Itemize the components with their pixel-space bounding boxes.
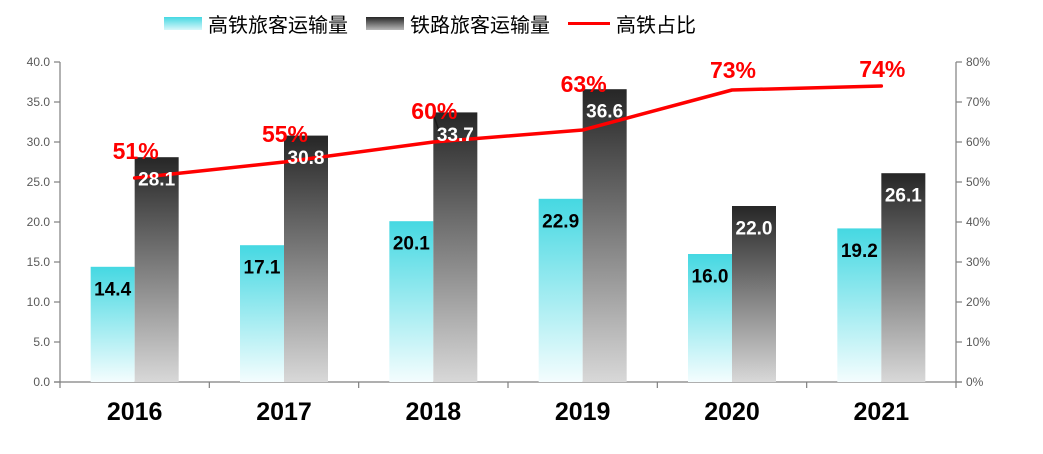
bar-hsr-2018 (389, 221, 434, 382)
bar-value-label-hsr-2019: 22.9 (542, 211, 579, 232)
bar-value-label-rail-2020: 22.0 (736, 219, 773, 240)
legend-item-hsr-volume: 高铁旅客运输量 (164, 9, 348, 38)
left-axis-tick-label: 35.0 (27, 95, 51, 109)
bar-hsr-2021 (837, 228, 882, 382)
left-axis-tick-label: 30.0 (27, 135, 51, 149)
bar-hsr-2020 (688, 254, 732, 382)
bar-rail-2016 (134, 157, 179, 382)
bar-value-label-hsr-2017: 17.1 (244, 258, 281, 279)
bar-value-label-hsr-2021: 19.2 (841, 241, 878, 262)
x-axis-category-label-2021: 2021 (854, 398, 910, 426)
bar-rail-2020 (732, 206, 776, 382)
bar-value-label-rail-2016: 28.1 (138, 170, 175, 191)
legend-item-rail-volume: 铁路旅客运输量 (366, 9, 550, 38)
right-axis-tick-label: 70% (966, 95, 990, 109)
hsr-bar-swatch-icon (164, 17, 202, 30)
bar-value-label-rail-2019: 36.6 (586, 102, 623, 123)
bar-value-label-rail-2017: 30.8 (288, 148, 325, 169)
bar-rail-2017 (284, 135, 328, 382)
share-percent-label-2018: 60% (411, 98, 457, 124)
right-axis-tick-label: 30% (966, 255, 990, 269)
bar-value-label-hsr-2020: 16.0 (692, 267, 729, 288)
bar-value-label-rail-2018: 33.7 (437, 125, 474, 146)
x-axis-category-label-2018: 2018 (406, 398, 462, 426)
legend-item-hsr-share: 高铁占比 (568, 9, 696, 38)
left-axis-tick-label: 10.0 (27, 295, 51, 309)
bar-hsr-2016 (90, 266, 135, 382)
legend-label-hsr-volume: 高铁旅客运输量 (208, 15, 348, 37)
right-axis-tick-label: 60% (966, 135, 990, 149)
right-axis-tick-label: 50% (966, 175, 990, 189)
label-leader-line (433, 115, 441, 135)
bar-value-label-hsr-2018: 20.1 (393, 234, 430, 255)
share-percent-label-2020: 73% (710, 57, 756, 83)
left-axis-tick-label: 25.0 (27, 175, 51, 189)
left-axis-tick-label: 5.0 (33, 335, 50, 349)
right-axis-tick-label: 20% (966, 295, 990, 309)
x-axis-category-label-2019: 2019 (555, 398, 611, 426)
rail-bar-swatch-icon (366, 17, 404, 30)
left-axis-tick-label: 40.0 (27, 55, 51, 69)
right-axis-tick-label: 10% (966, 335, 990, 349)
bar-rail-2019 (582, 89, 627, 382)
x-axis-category-label-2017: 2017 (256, 398, 312, 426)
left-axis-tick-label: 0.0 (33, 375, 50, 389)
bar-hsr-2017 (240, 245, 284, 382)
bar-value-label-rail-2021: 26.1 (885, 186, 922, 207)
x-axis-category-label-2016: 2016 (107, 398, 163, 426)
red-line-swatch-icon (568, 22, 610, 25)
bar-rail-2021 (881, 173, 926, 382)
hsr-share-line (132, 84, 884, 180)
share-percent-label-2019: 63% (561, 71, 607, 97)
right-axis-tick-label: 0% (966, 375, 984, 389)
legend: 高铁旅客运输量 铁路旅客运输量 高铁占比 (0, 9, 860, 38)
bar-rail-2018 (433, 112, 478, 383)
legend-label-rail-volume: 铁路旅客运输量 (410, 15, 550, 37)
bar-hsr-2019 (538, 198, 583, 382)
right-axis-tick-label: 80% (966, 55, 990, 69)
share-percent-label-2017: 55% (262, 121, 308, 147)
share-percent-label-2016: 51% (113, 138, 159, 164)
left-axis-tick-label: 20.0 (27, 215, 51, 229)
right-axis-tick-label: 40% (966, 215, 990, 229)
left-axis-tick-label: 15.0 (27, 255, 51, 269)
x-axis-category-label-2020: 2020 (704, 398, 760, 426)
legend-label-hsr-share: 高铁占比 (616, 15, 696, 37)
bar-value-label-hsr-2016: 14.4 (94, 279, 131, 300)
share-percent-label-2021: 74% (859, 56, 905, 82)
